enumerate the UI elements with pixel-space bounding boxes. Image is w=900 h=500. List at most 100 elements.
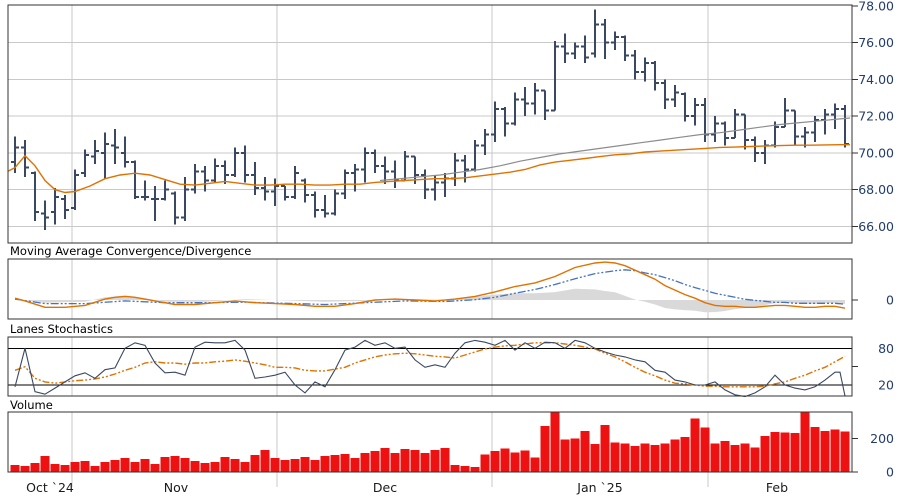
volume-bar xyxy=(640,443,650,472)
volume-bar xyxy=(200,463,210,472)
volume-bar xyxy=(310,459,320,472)
volume-bar xyxy=(650,445,660,472)
x-axis-month-label: Jan `25 xyxy=(576,480,622,495)
volume-bar xyxy=(440,448,450,472)
volume-panel-frame xyxy=(7,411,853,473)
volume-bar xyxy=(680,437,690,472)
volume-bar xyxy=(370,451,380,472)
y-axis-tick-label: 72.00 xyxy=(858,109,894,124)
volume-bar xyxy=(330,455,340,472)
volume-bar xyxy=(580,431,590,472)
ohlc-bar xyxy=(211,158,219,183)
volume-bar xyxy=(740,443,750,472)
y-axis-tick-label: 76.00 xyxy=(858,35,894,50)
volume-bar xyxy=(820,431,830,472)
ohlc-bar xyxy=(831,103,839,130)
ohlc-bar xyxy=(141,180,149,201)
ohlc-bar xyxy=(821,108,829,135)
volume-bar xyxy=(270,457,280,472)
ohlc-bar xyxy=(111,129,119,164)
ohlc-bar xyxy=(471,140,479,172)
volume-bar xyxy=(210,461,220,472)
volume-bar xyxy=(610,442,620,472)
ohlc-bar xyxy=(371,149,379,174)
volume-bar xyxy=(250,455,260,472)
ohlc-bar xyxy=(681,92,689,122)
volume-bar xyxy=(720,440,730,472)
volume-bar xyxy=(770,432,780,472)
macd-panel-title: Moving Average Convergence/Divergence xyxy=(10,244,251,258)
volume-bar xyxy=(50,464,60,472)
ohlc-bar xyxy=(291,165,299,199)
ohlc-bar xyxy=(121,136,129,168)
volume-bar xyxy=(190,460,200,472)
volume-bar xyxy=(20,466,30,472)
stochastic-d-line xyxy=(14,342,846,388)
volume-bar xyxy=(500,448,510,472)
ohlc-bar xyxy=(311,191,319,218)
macd-panel-frame xyxy=(7,258,853,320)
volume-bar xyxy=(600,425,610,472)
ohlc-bar xyxy=(391,160,399,188)
volume-bar xyxy=(160,457,170,472)
volume-bar xyxy=(700,427,710,472)
volume-bar xyxy=(800,412,810,472)
stochastic-k-line xyxy=(14,339,846,398)
volume-bar xyxy=(730,445,740,472)
y-axis-tick-label: 70.00 xyxy=(858,145,894,160)
volume-bar xyxy=(40,456,50,472)
ohlc-bar xyxy=(761,140,769,164)
volume-bar xyxy=(560,439,570,472)
price-panel-frame xyxy=(7,4,853,244)
volume-bar xyxy=(520,450,530,472)
ohlc-bar xyxy=(651,61,659,91)
volume-bar xyxy=(170,456,180,472)
volume-bar xyxy=(710,443,720,472)
volume-bar xyxy=(660,443,670,472)
ohlc-bar xyxy=(401,151,409,182)
ohlc-bar xyxy=(501,107,509,137)
volume-bar xyxy=(570,438,580,472)
volume-bar xyxy=(290,458,300,472)
volume-bar xyxy=(70,461,80,472)
ohlc-bar xyxy=(331,189,339,216)
ohlc-bar xyxy=(351,163,359,192)
right-axis-labels: 78.00 76.00 74.00 72.00 70.00 68.00 66.00 0 80 20… xyxy=(852,0,894,480)
ohlc-bar xyxy=(631,50,639,80)
ohlc-bar xyxy=(241,145,249,183)
volume-bar xyxy=(230,458,240,472)
volume-bar xyxy=(630,445,640,472)
ohlc-bar xyxy=(671,84,679,107)
volume-bar xyxy=(460,466,470,472)
ohlc-bar xyxy=(571,42,579,60)
ohlc-bar xyxy=(441,173,449,198)
ohlc-bar xyxy=(271,178,279,207)
volume-bar xyxy=(150,464,160,472)
volume-bar xyxy=(830,429,840,472)
volume-bar xyxy=(390,453,400,472)
volume-bar xyxy=(780,432,790,472)
volume-bar xyxy=(450,465,460,472)
ohlc-bar xyxy=(281,185,289,201)
volume-bar xyxy=(140,458,150,472)
ohlc-bar xyxy=(661,79,669,109)
ohlc-bar xyxy=(231,147,239,177)
ohlc-bar xyxy=(551,40,559,112)
x-axis-month-label: Oct `24 xyxy=(26,480,74,495)
volume-bar xyxy=(120,457,130,472)
ohlc-bar xyxy=(421,169,429,199)
y-axis-tick-label: 0 xyxy=(886,465,894,480)
y-axis-tick-label: 68.00 xyxy=(858,182,894,197)
x-axis-month-label: Dec xyxy=(373,480,397,495)
volume-bar xyxy=(420,453,430,472)
ohlc-bar xyxy=(581,35,589,63)
ohlc-bar xyxy=(561,33,569,63)
macd-line xyxy=(14,261,846,309)
volume-bar xyxy=(490,451,500,472)
volume-bar xyxy=(410,450,420,472)
volume-bar xyxy=(620,443,630,472)
ohlc-bar xyxy=(811,116,819,142)
ohlc-bar xyxy=(71,169,79,210)
ohlc-bar xyxy=(791,109,799,146)
y-axis-tick-label: 66.00 xyxy=(858,219,894,234)
